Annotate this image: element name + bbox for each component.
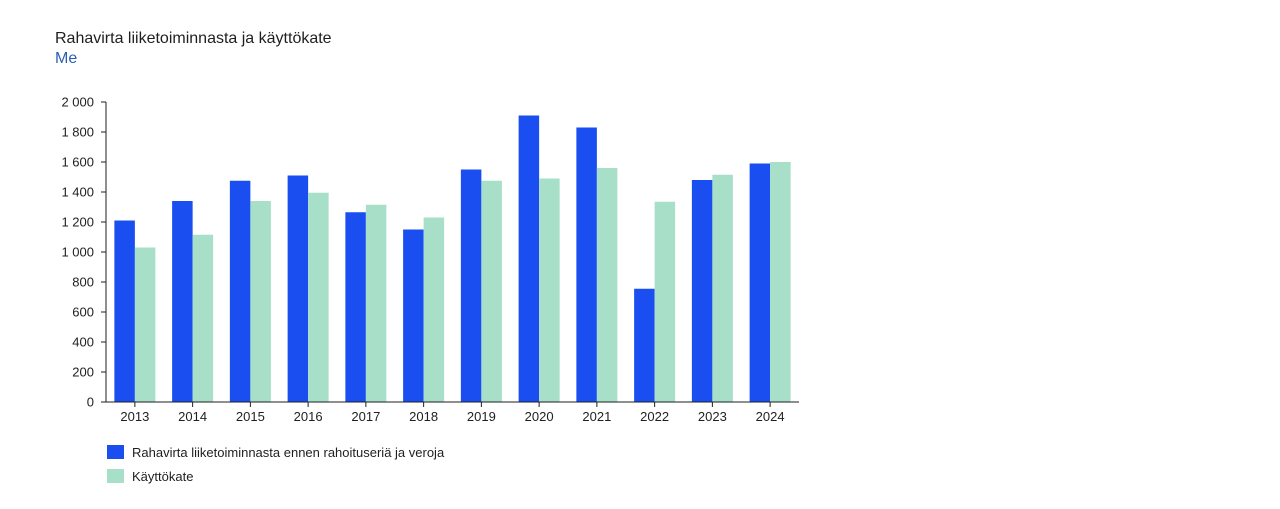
bar-cashflow-2024: [749, 163, 771, 402]
bar-ebitda-2013: [134, 247, 156, 402]
bar-cashflow-2013: [114, 220, 135, 402]
legend-swatch-cashflow: [107, 445, 124, 459]
legend-label-ebitda: Käyttökate: [132, 468, 194, 484]
x-axis-ticks: 2013 2014 2015 2016 2017 2018 2019 2020 2021 2022…: [120, 402, 785, 424]
bars: [114, 115, 791, 402]
bar-cashflow-2014: [172, 201, 193, 402]
x-tick-label: 2021: [582, 409, 611, 424]
bar-cashflow-2020: [518, 115, 540, 402]
legend-item-cashflow: Rahavirta liiketoiminnasta ennen rahoitu…: [107, 440, 444, 464]
y-tick-label: 2 000: [61, 95, 94, 110]
legend-swatch-ebitda: [107, 469, 124, 483]
x-tick-label: 2014: [178, 409, 207, 424]
legend-label-cashflow: Rahavirta liiketoiminnasta ennen rahoitu…: [132, 444, 445, 460]
y-tick-label: 200: [72, 365, 94, 380]
x-tick-label: 2018: [409, 409, 438, 424]
x-tick-label: 2016: [294, 409, 323, 424]
bar-cashflow-2022: [634, 288, 655, 402]
x-tick-label: 2013: [120, 409, 149, 424]
bar-cashflow-2018: [403, 229, 424, 402]
bar-ebitda-2022: [654, 201, 676, 402]
x-tick-label: 2019: [467, 409, 496, 424]
bar-ebitda-2021: [596, 168, 618, 402]
x-tick-label: 2020: [525, 409, 554, 424]
bar-cashflow-2021: [576, 127, 597, 402]
legend-item-ebitda: Käyttökate: [107, 464, 444, 488]
y-axis-ticks: 0 200 400 600 800 1 000 1 200 1 400 1 600 1 800 2 …: [61, 95, 106, 410]
bar-ebitda-2023: [712, 174, 733, 402]
bar-ebitda-2024: [770, 162, 791, 402]
y-tick-label: 1 200: [61, 215, 94, 230]
x-tick-label: 2024: [756, 409, 785, 424]
y-tick-label: 1 600: [61, 155, 94, 170]
bar-ebitda-2017: [365, 204, 387, 402]
bar-ebitda-2019: [481, 180, 502, 402]
y-tick-label: 1 000: [61, 245, 94, 260]
bar-cashflow-2015: [229, 180, 251, 402]
bar-ebitda-2018: [423, 217, 445, 402]
bar-cashflow-2017: [345, 212, 366, 402]
bar-ebitda-2015: [250, 201, 271, 402]
y-tick-label: 0: [87, 395, 94, 410]
x-tick-label: 2015: [236, 409, 265, 424]
bar-ebitda-2016: [308, 192, 329, 402]
y-tick-label: 1 800: [61, 125, 94, 140]
x-tick-label: 2022: [640, 409, 669, 424]
chart-title: Rahavirta liiketoiminnasta ja käyttökate: [55, 30, 332, 47]
bar-cashflow-2019: [460, 169, 482, 402]
chart-subtitle-unit: Me: [55, 50, 78, 67]
x-tick-label: 2023: [698, 409, 727, 424]
bar-ebitda-2020: [539, 178, 560, 402]
y-tick-label: 1 400: [61, 185, 94, 200]
bar-cashflow-2016: [287, 175, 309, 402]
legend: Rahavirta liiketoiminnasta ennen rahoitu…: [107, 440, 444, 488]
y-tick-label: 800: [72, 275, 94, 290]
x-tick-label: 2017: [351, 409, 380, 424]
bar-ebitda-2014: [192, 234, 214, 402]
bar-cashflow-2023: [691, 180, 713, 402]
y-tick-label: 400: [72, 335, 94, 350]
y-tick-label: 600: [72, 305, 94, 320]
